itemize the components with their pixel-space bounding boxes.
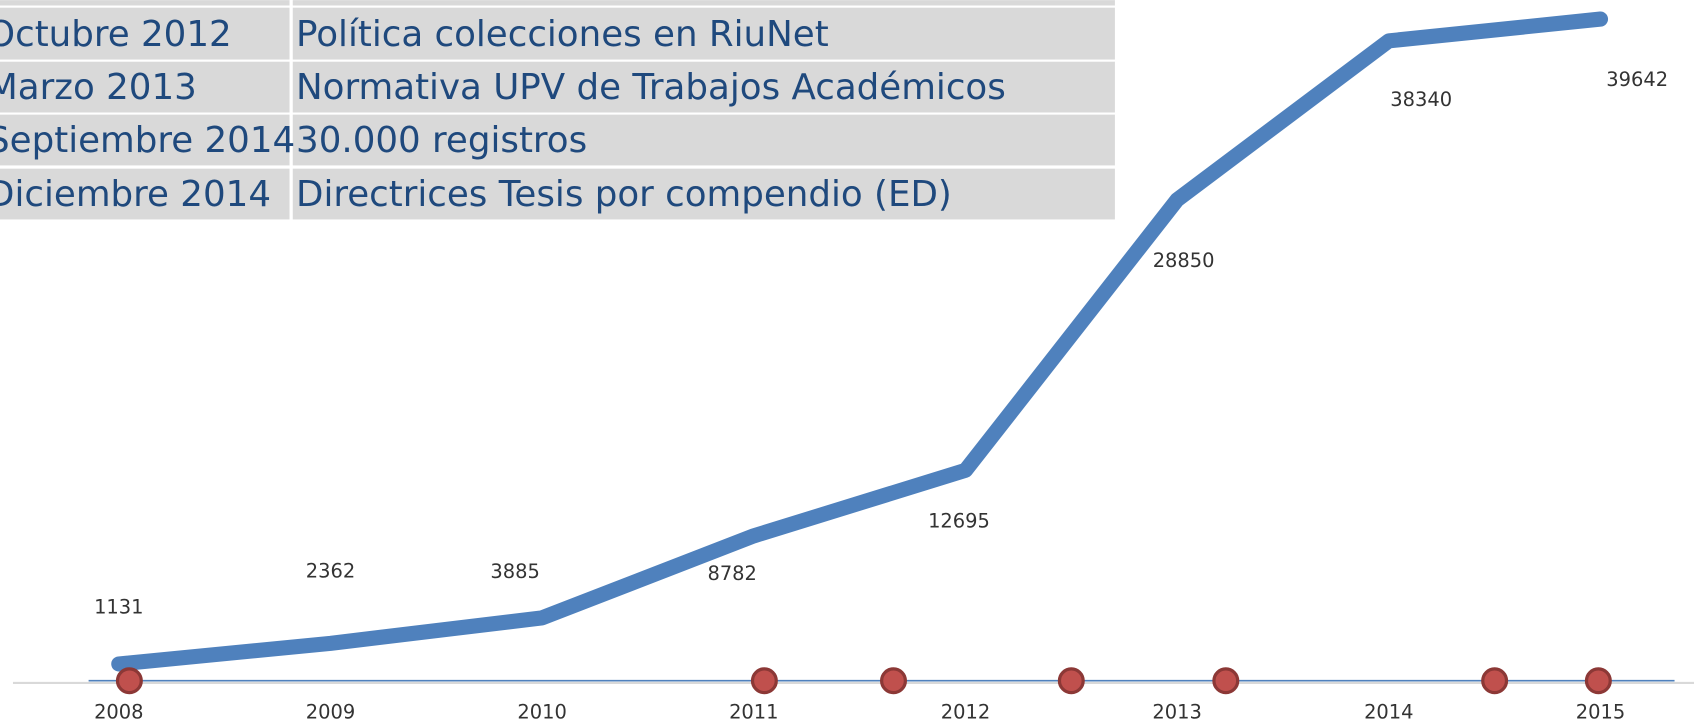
table-cell [0,0,290,6]
data-label: 2362 [306,560,355,583]
x-tick-label: 2013 [1152,701,1201,723]
event-marker [1481,667,1509,695]
table-cell [292,114,1115,166]
table-cell [0,114,290,166]
table-cell [0,7,290,60]
table-cell [0,168,290,220]
event-cell: Política colecciones en RiuNet [296,14,829,55]
table-cell [292,168,1115,220]
event-cell: 30.000 registros [296,120,587,161]
event-cell: Directrices Tesis por compendio (ED) [296,174,952,215]
event-marker [1584,667,1612,695]
milestone-table: Octubre 2012 Política colecciones en RiuN… [0,0,1115,220]
table-cell [292,7,1115,60]
table-cell [292,61,1115,113]
x-tick-label: 2008 [94,701,143,723]
event-marker [115,667,143,695]
table-cell [0,61,290,113]
date-cell: Octubre 2012 [0,14,232,55]
x-tick-label: 2015 [1576,701,1625,723]
event-marker [750,667,778,695]
x-tick-label: 2010 [517,701,566,723]
x-tick-label: 2011 [729,701,778,723]
date-cell: Septiembre 2014 [0,120,295,161]
x-tick-label: 2009 [306,701,355,723]
x-tick-label: 2012 [941,701,990,723]
date-cell: Diciembre 2014 [0,174,271,215]
data-label: 28850 [1153,249,1215,272]
event-marker [1057,667,1085,695]
data-label: 39642 [1606,68,1668,91]
data-label: 12695 [928,510,990,533]
x-tick-label: 2014 [1364,701,1413,723]
event-marker [1212,667,1240,695]
data-label: 3885 [490,560,539,583]
data-label: 1131 [94,595,143,618]
data-label: 8782 [707,562,756,585]
data-line [111,11,1609,672]
date-cell: Marzo 2013 [0,67,197,108]
data-label: 38340 [1390,88,1452,111]
event-marker [879,667,908,695]
event-cell: Normativa UPV de Trabajos Académicos [296,67,1006,108]
table-cell [292,0,1115,6]
